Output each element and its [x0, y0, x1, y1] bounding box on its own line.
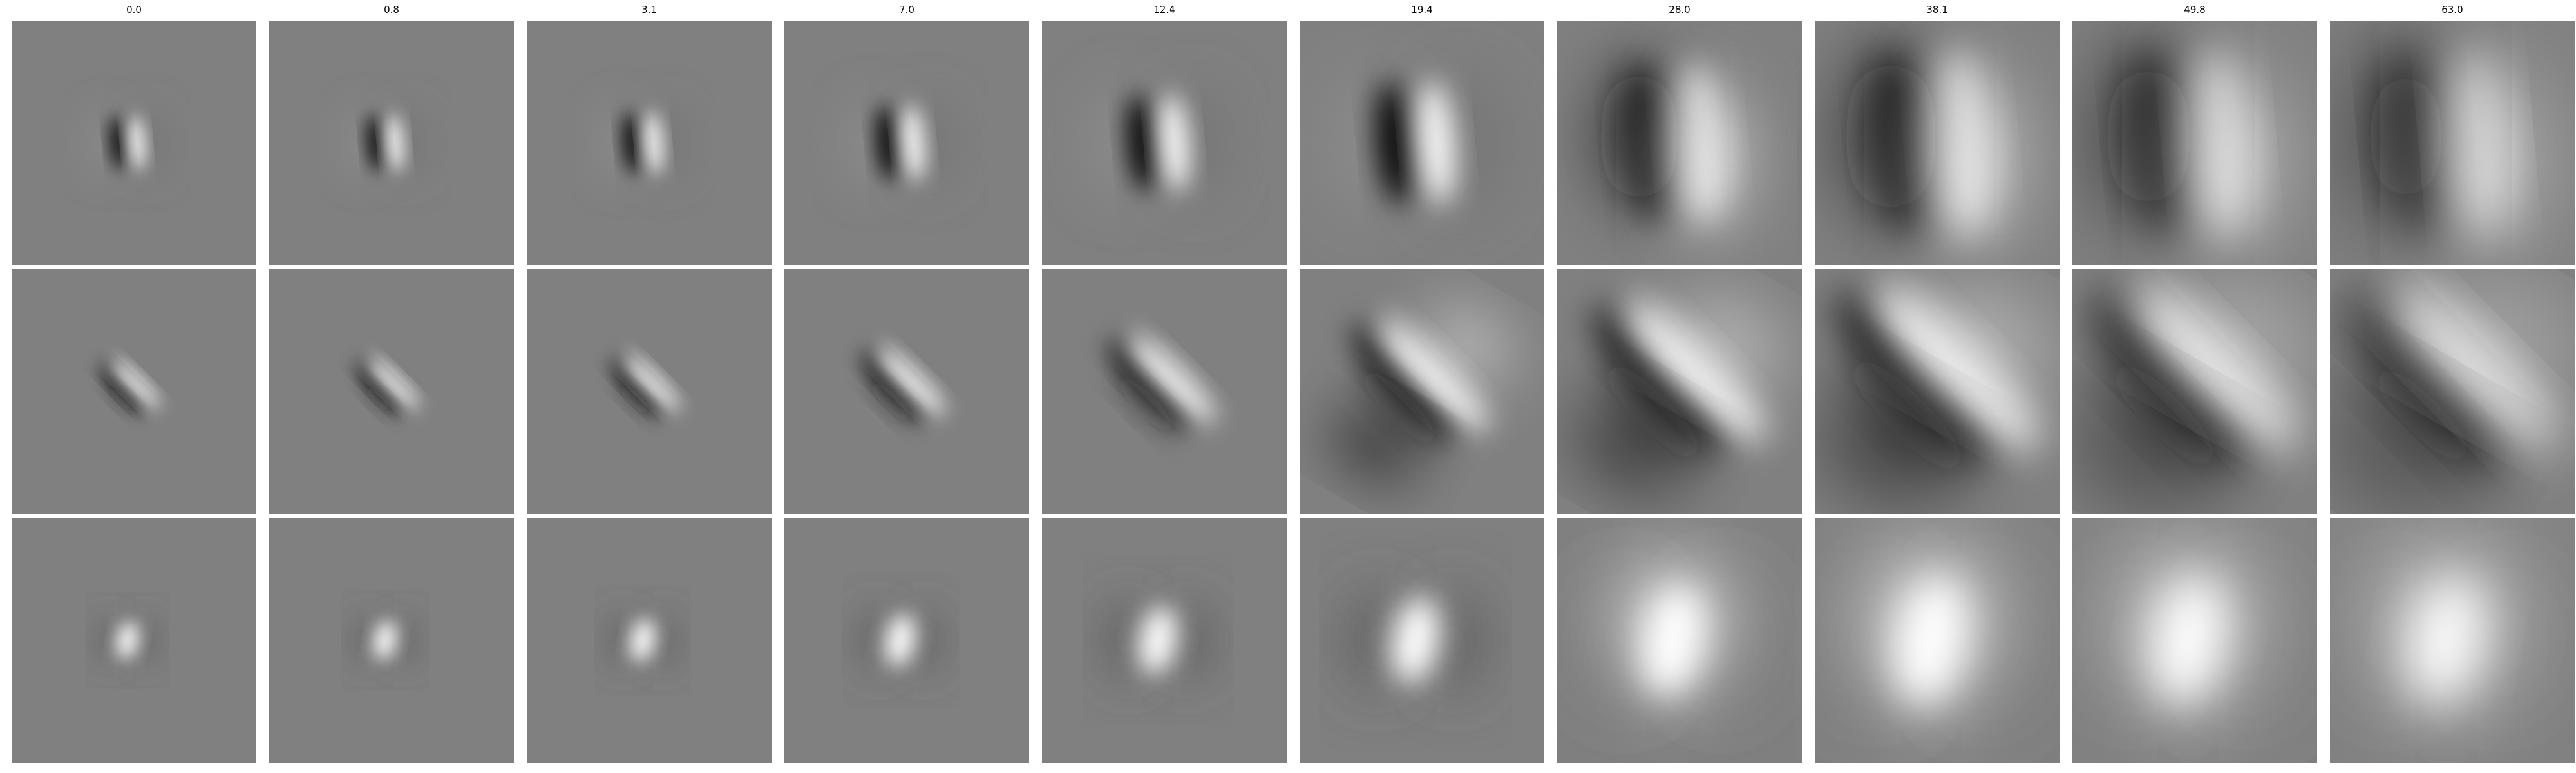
column-title-0: 0.0 — [126, 4, 142, 15]
panel-row1-col10 — [2330, 21, 2575, 265]
column-title-9: 63.0 — [2441, 4, 2463, 15]
panel-row1-col7 — [1557, 21, 1802, 265]
panel-row2-col1 — [12, 269, 256, 514]
panel-row1-col6 — [1300, 21, 1544, 265]
panel-row2-col10 — [2330, 269, 2575, 514]
panel-row1-col1 — [12, 21, 256, 265]
panel-row1-col5 — [1042, 21, 1287, 265]
column-title-8: 49.8 — [2184, 4, 2206, 15]
panel-row2-col2 — [269, 269, 514, 514]
panel-row2-col3 — [527, 269, 772, 514]
panel-row1-col3 — [527, 21, 772, 265]
panel-row3-col1 — [12, 518, 256, 763]
panel-row2-col6 — [1300, 269, 1544, 514]
column-title-3: 7.0 — [899, 4, 914, 15]
panel-row2-col7 — [1557, 269, 1802, 514]
panel-row2-col5 — [1042, 269, 1287, 514]
panel-row3-col3 — [527, 518, 772, 763]
panel-row3-col10 — [2330, 518, 2575, 763]
panel-row3-col5 — [1042, 518, 1287, 763]
panel-row1-col2 — [269, 21, 514, 265]
panel-row3-col4 — [784, 518, 1029, 763]
panel-row3-col7 — [1557, 518, 1802, 763]
panel-row2-col8 — [1815, 269, 2060, 514]
panel-row3-col9 — [2072, 518, 2317, 763]
column-title-5: 19.4 — [1411, 4, 1433, 15]
column-title-2: 3.1 — [641, 4, 657, 15]
panel-row3-col6 — [1300, 518, 1544, 763]
panel-row1-col8 — [1815, 21, 2060, 265]
column-title-6: 28.0 — [1669, 4, 1690, 15]
column-title-1: 0.8 — [384, 4, 399, 15]
column-title-7: 38.1 — [1926, 4, 1948, 15]
panel-row1-col4 — [784, 21, 1029, 265]
panel-row2-col4 — [784, 269, 1029, 514]
panel-row2-col9 — [2072, 269, 2317, 514]
column-title-4: 12.4 — [1153, 4, 1175, 15]
panel-row3-col2 — [269, 518, 514, 763]
panel-row1-col9 — [2072, 21, 2317, 265]
panel-row3-col8 — [1815, 518, 2060, 763]
